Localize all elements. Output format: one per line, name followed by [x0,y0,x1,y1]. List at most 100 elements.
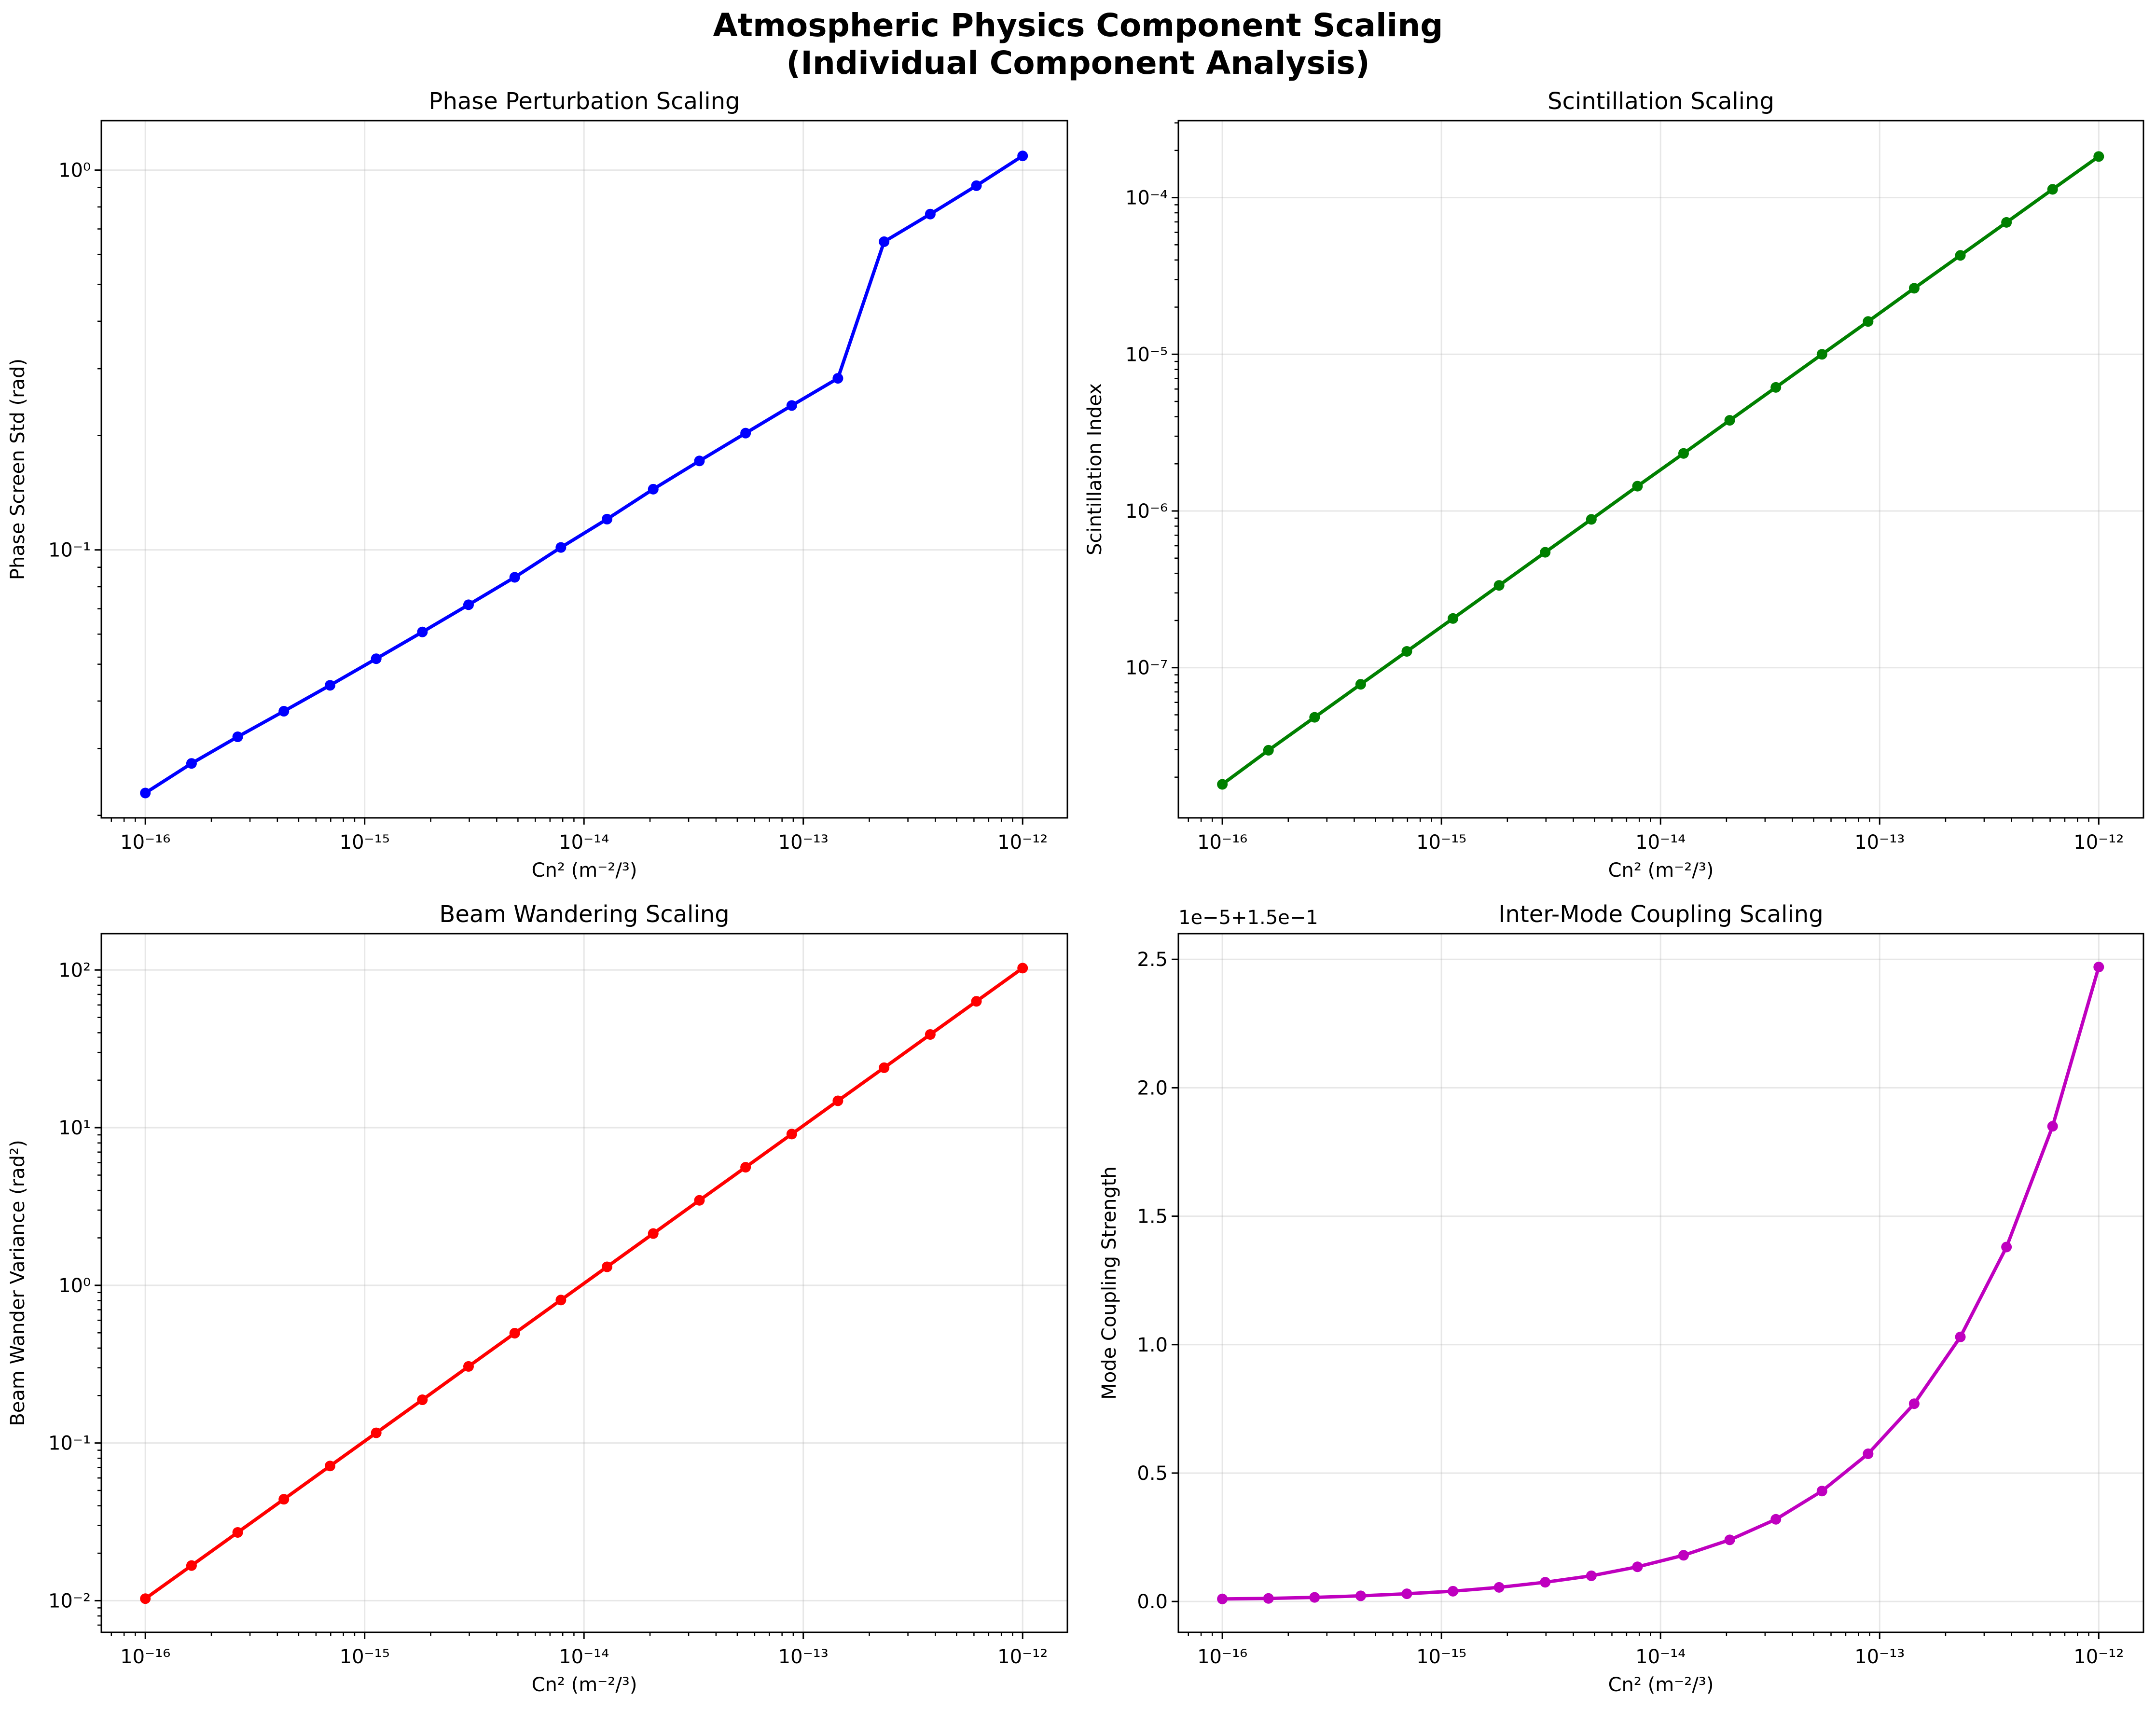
x-tick-label: 10⁻¹² [2073,831,2124,854]
data-point [509,572,520,583]
data-point [2093,962,2104,973]
data-point [648,1228,659,1239]
data-point [1309,1592,1320,1603]
y-tick-label: 10² [58,959,91,981]
panel-title: Phase Perturbation Scaling [429,88,740,115]
x-axis-label: Cn² (m⁻²/³) [1608,859,1714,882]
y-tick-label: 10⁻¹ [48,1433,91,1455]
data-point [1355,679,1366,690]
data-point [140,787,151,799]
x-tick-label: 10⁻¹⁴ [1635,831,1686,854]
figure-title-line-2: (Individual Component Analysis) [786,44,1370,82]
data-point [555,542,567,553]
x-tick-label: 10⁻¹² [997,1646,1048,1668]
x-tick-label: 10⁻¹⁴ [1635,1646,1686,1668]
data-point [1908,1398,1920,1409]
data-point [1632,481,1643,492]
data-point [278,1494,290,1505]
x-tick-label: 10⁻¹³ [778,831,829,854]
data-point [1355,1590,1366,1601]
y-tick-label: 10⁰ [58,160,91,182]
x-tick-label: 10⁻¹² [2073,1646,2124,1668]
data-point [2047,184,2058,195]
data-point [1724,415,1735,426]
data-point [971,180,982,191]
x-tick-label: 10⁻¹⁶ [120,831,170,854]
data-point [232,731,243,743]
series-line-scintillation [1221,155,2100,786]
y-tick-label: 1.0 [1137,1334,1168,1356]
y-axis-label: Phase Screen Std (rad) [7,359,29,580]
data-point [1816,1486,1827,1497]
data-point [1586,1570,1597,1581]
y-tick-label: 2.5 [1137,949,1168,971]
x-tick-label: 10⁻¹³ [778,1646,829,1668]
data-point [1017,963,1028,974]
x-tick-label: 10⁻¹⁵ [340,1646,390,1668]
data-point [1309,712,1320,723]
x-tick-label: 10⁻¹³ [1854,831,1905,854]
data-point [324,1461,335,1472]
data-point [324,680,335,691]
panel-beam-wander: 10⁻¹⁶ 10⁻¹⁵ 10⁻¹⁴ 10⁻¹³ 10⁻¹² 10⁻² 10⁻¹ 10⁰ 10¹ 1… [7,901,1068,1696]
series-line-mode-coupling [1222,966,2101,1601]
x-tick-label: 10⁻¹⁴ [559,1646,609,1668]
data-point [1724,1534,1735,1545]
data-point [140,1593,151,1604]
data-point [1263,1593,1274,1604]
panel-scintillation: 10⁻¹⁶ 10⁻¹⁵ 10⁻¹⁴ 10⁻¹³ 10⁻¹² 10⁻⁷ 10⁻⁶ 10⁻⁵ 10⁻… [1084,88,2144,882]
series-line-phase [144,154,1024,795]
x-tick-label: 10⁻¹⁶ [1197,831,1247,854]
data-point [1908,283,1920,294]
figure-title: Atmospheric Physics Component Scaling (I… [0,7,2156,82]
data-point [925,1029,936,1040]
data-point [832,373,843,384]
x-tick-label: 10⁻¹⁶ [120,1646,170,1668]
data-point [1401,646,1412,657]
y-tick-label: 0.5 [1137,1462,1168,1485]
panel-phase: 10⁻¹⁶ 10⁻¹⁵ 10⁻¹⁴ 10⁻¹³ 10⁻¹² 10⁻¹ 10⁰ Phase Pe… [7,88,1068,882]
figure-title-line-1: Atmospheric Physics Component Scaling [713,7,1443,44]
data-point [740,1162,751,1173]
data-point [602,1261,613,1272]
data-point [1448,1586,1459,1597]
y-axis-label: Mode Coupling Strength [1098,1166,1120,1400]
data-point [1863,316,1874,327]
x-tick-label: 10⁻¹⁴ [559,831,609,854]
data-point [694,455,705,467]
x-tick-label: 10⁻¹⁵ [1416,1646,1466,1668]
data-point [879,236,890,247]
data-point [186,1560,197,1571]
y-tick-label: 10⁰ [58,1275,91,1297]
plot-frame [1177,120,2144,819]
data-point [1770,382,1782,393]
y-tick-label: 10⁻⁵ [1125,344,1168,366]
y-tick-label: 10⁻⁴ [1125,187,1168,209]
y-tick-label: 10⁻⁶ [1125,500,1168,523]
data-point [371,1427,382,1438]
data-point [2047,1121,2058,1132]
data-point [555,1295,567,1306]
data-point [1217,1593,1228,1604]
x-axis-label: Cn² (m⁻²/³) [532,859,637,882]
data-point [1217,779,1228,790]
data-point [1632,1561,1643,1572]
data-point [1678,1550,1689,1561]
y-tick-label: 10¹ [58,1117,91,1139]
panel-mode-coupling: 10⁻¹⁶ 10⁻¹⁵ 10⁻¹⁴ 10⁻¹³ 10⁻¹² 0.0 0.5 1.0 1.5 2.0… [1098,901,2144,1696]
x-tick-label: 10⁻¹⁶ [1197,1646,1247,1668]
panel-title: Inter-Mode Coupling Scaling [1498,901,1823,928]
data-point [2093,151,2104,162]
data-point [1955,250,1966,261]
data-point [509,1328,520,1339]
y-offset-label: 1e−5+1.5e−1 [1178,907,1318,929]
data-point [371,653,382,664]
x-tick-label: 10⁻¹⁵ [340,831,390,854]
data-point [417,1394,428,1406]
data-point [463,599,474,610]
data-point [648,483,659,495]
data-point [1401,1588,1412,1600]
data-point [1540,547,1551,558]
panel-title: Beam Wandering Scaling [439,901,729,928]
